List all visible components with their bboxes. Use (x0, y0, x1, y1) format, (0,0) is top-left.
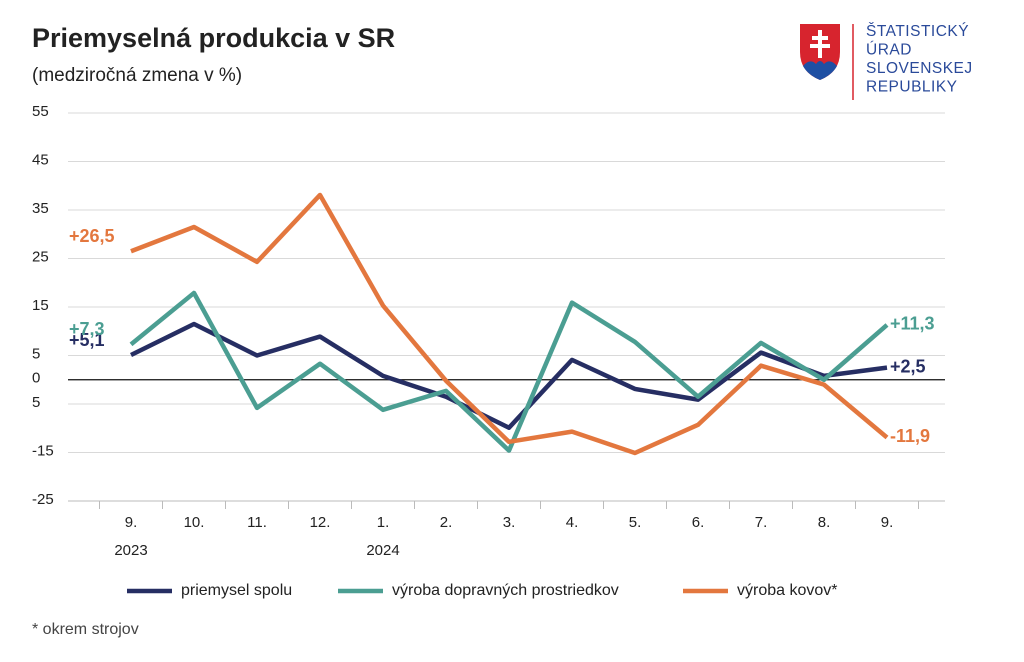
y-tick-label: 15 (32, 297, 49, 314)
footnote: * okrem strojov (32, 621, 139, 638)
x-tick-label: 11. (247, 514, 267, 531)
logo-line: ŠTATISTICKÝ (866, 23, 969, 40)
legend-label: priemysel spolu (181, 582, 292, 599)
x-tick-label: 1. (377, 514, 390, 531)
x-tick-label: 9. (881, 514, 894, 531)
y-tick-label: 5 (32, 345, 40, 362)
x-tick-label: 10. (184, 514, 205, 531)
value-label: +26,5 (69, 226, 115, 246)
y-tick-label: -25 (32, 491, 54, 508)
x-tick-label: 6. (692, 514, 705, 531)
chart-title: Priemyselná produkcia v SR (32, 23, 395, 53)
series-line (129, 290, 889, 453)
logo-line: SLOVENSKEJ (866, 60, 973, 77)
y-tick-label: 55 (32, 103, 49, 120)
y-tick-label: 35 (32, 200, 49, 217)
legend-label: výroba dopravných prostriedkov (392, 582, 619, 599)
y-tick-label: -15 (32, 442, 54, 459)
series-line (130, 321, 888, 431)
x-tick-label: 8. (818, 514, 831, 531)
value-label: -11,9 (890, 426, 930, 446)
value-label: +11,3 (890, 314, 935, 334)
y-tick-label: 45 (32, 151, 49, 168)
year-label: 2023 (114, 542, 147, 559)
legend-label: výroba kovov* (737, 582, 838, 599)
logo-line: ÚRAD (866, 42, 912, 59)
x-tick-label: 9. (125, 514, 138, 531)
plot: 55 45 35 25 15 5 0 5 -15 -25 9. 2023 10. 11. 12. 1. 2024… (32, 103, 945, 599)
logo-shield (800, 24, 854, 100)
x-tick-label: 3. (503, 514, 516, 531)
value-label: +2,5 (890, 356, 926, 376)
logo-line: REPUBLIKY (866, 79, 958, 96)
y-tick-label: 5 (32, 394, 40, 411)
x-tick-label: 7. (755, 514, 768, 531)
x-tick-label: 12. (310, 514, 331, 531)
value-label: +7,3 (69, 319, 105, 339)
chart-subtitle: (medziročná zmena v %) (32, 65, 242, 86)
x-tick-label: 4. (566, 514, 579, 531)
x-tick-label: 2. (440, 514, 453, 531)
value-label: +5,1 (69, 330, 105, 350)
x-tick-label: 5. (629, 514, 642, 531)
y-tick-label: 0 (32, 370, 40, 387)
y-tick-label: 25 (32, 248, 49, 265)
series-line (130, 192, 889, 456)
year-label: 2024 (366, 542, 399, 559)
